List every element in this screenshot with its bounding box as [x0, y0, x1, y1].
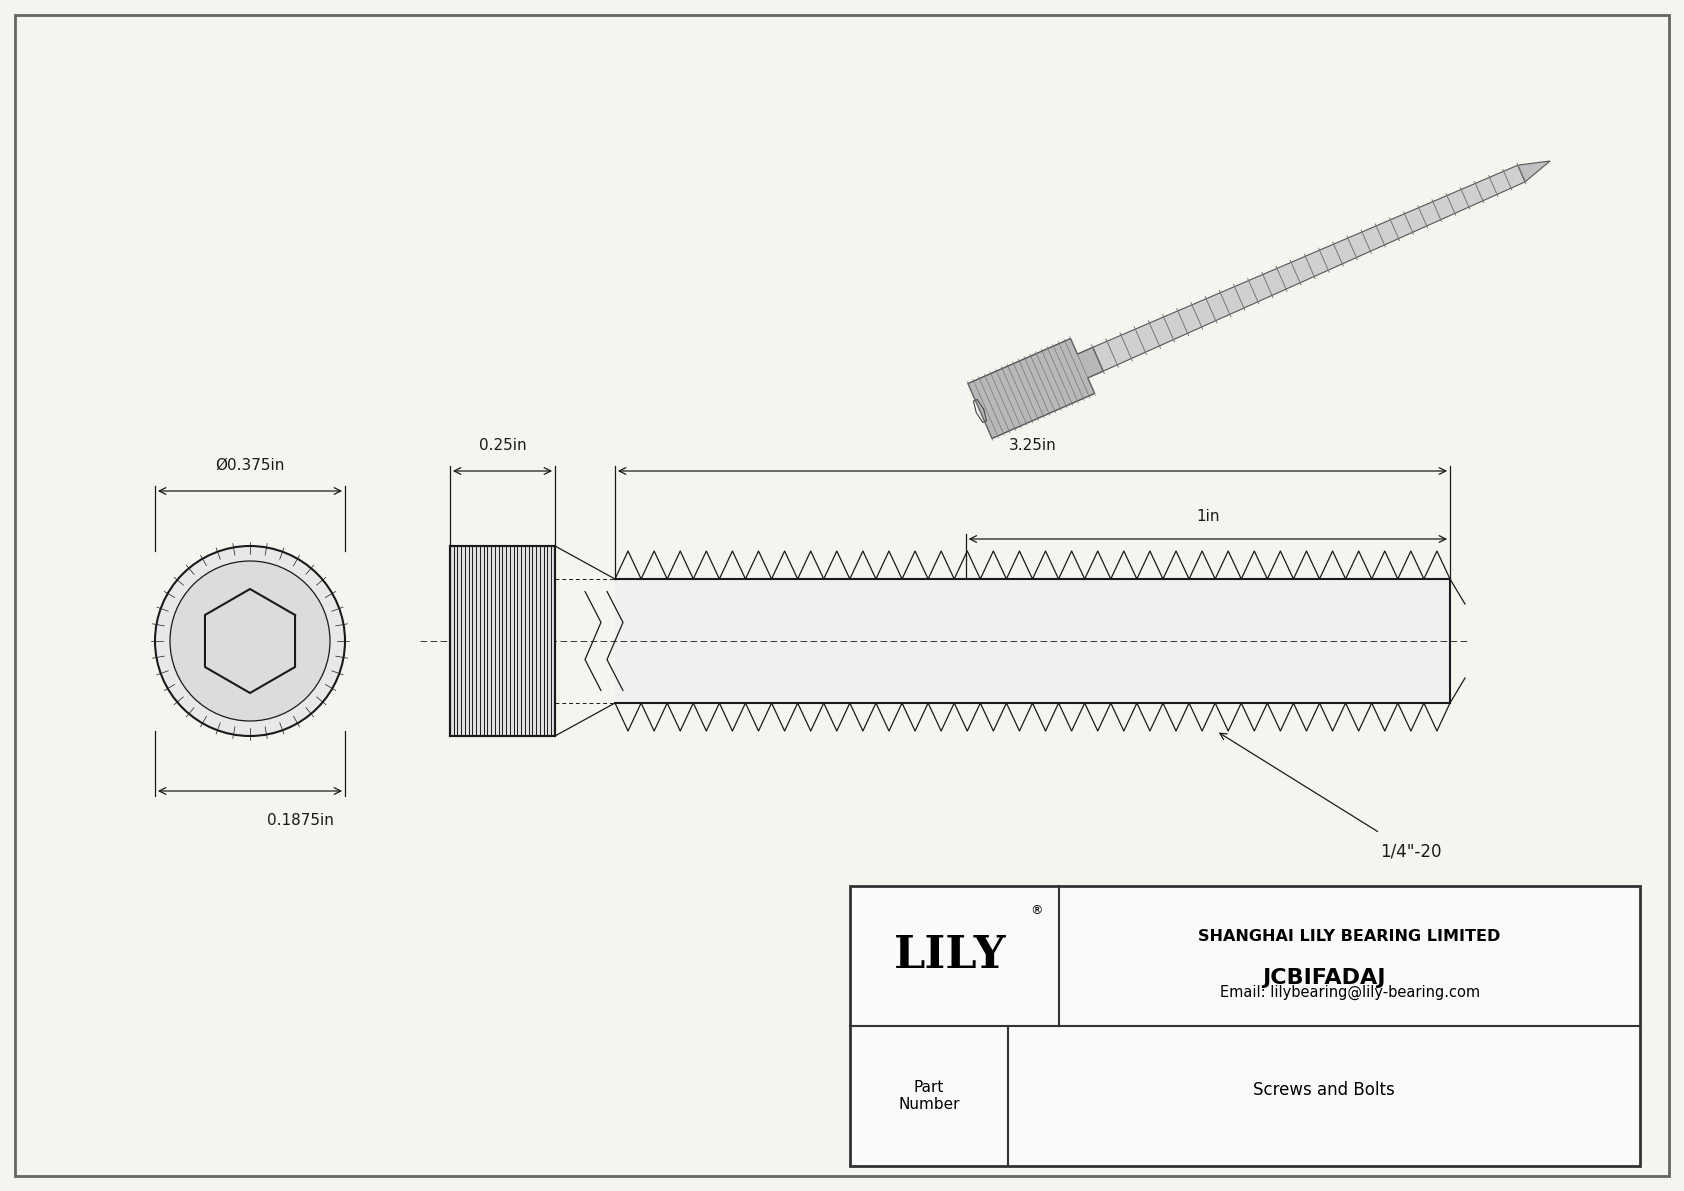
- Text: SHANGHAI LILY BEARING LIMITED: SHANGHAI LILY BEARING LIMITED: [1199, 929, 1500, 944]
- Text: 1/4"-20: 1/4"-20: [1379, 843, 1442, 861]
- Polygon shape: [1517, 161, 1549, 182]
- Circle shape: [155, 545, 345, 736]
- Text: LILY: LILY: [894, 935, 1005, 978]
- Text: JCBIFADAJ: JCBIFADAJ: [1263, 968, 1386, 989]
- Circle shape: [170, 561, 330, 721]
- Text: Email: lilybearing@lily-bearing.com: Email: lilybearing@lily-bearing.com: [1219, 985, 1480, 1000]
- Text: 1in: 1in: [1196, 509, 1219, 524]
- Text: Ø0.375in: Ø0.375in: [216, 459, 285, 473]
- Text: Screws and Bolts: Screws and Bolts: [1253, 1081, 1394, 1099]
- Bar: [850, 886, 1640, 1166]
- Polygon shape: [1093, 166, 1526, 372]
- Bar: [450, 545, 556, 736]
- Bar: [615, 579, 1450, 703]
- Text: ®: ®: [1031, 904, 1042, 917]
- Text: Part
Number: Part Number: [898, 1080, 960, 1112]
- Text: 0.25in: 0.25in: [478, 438, 527, 453]
- Text: 3.25in: 3.25in: [1009, 438, 1056, 453]
- Text: 0.1875in: 0.1875in: [266, 813, 333, 828]
- Polygon shape: [968, 338, 1103, 438]
